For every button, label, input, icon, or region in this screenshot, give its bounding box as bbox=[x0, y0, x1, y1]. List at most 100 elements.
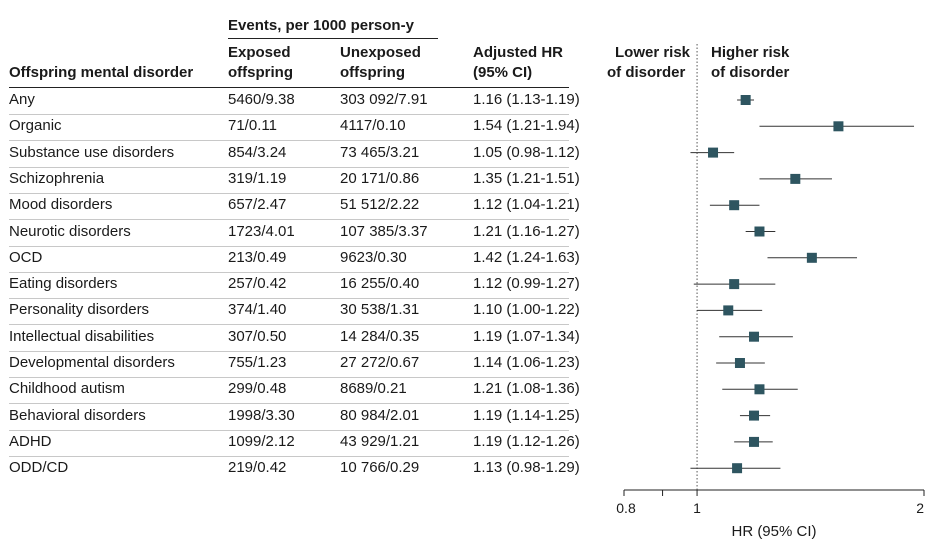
cell-exposed: 299/0.48 bbox=[228, 380, 287, 398]
row-divider bbox=[9, 403, 569, 405]
cell-disorder: Developmental disorders bbox=[9, 354, 175, 371]
row-divider bbox=[9, 166, 569, 168]
cell-disorder: Substance use disorders bbox=[9, 143, 175, 161]
col-header-unexposed-line2: offspring bbox=[340, 64, 405, 81]
cell-unexposed: 16 255/0.40 bbox=[340, 275, 420, 293]
row-divider bbox=[9, 219, 569, 221]
higher-risk-label-line1: Higher risk bbox=[711, 44, 790, 61]
row-divider bbox=[9, 298, 569, 300]
col-header-hr-line2: (95% CI) bbox=[473, 64, 533, 81]
hr-marker bbox=[749, 331, 760, 342]
cell-exposed: 257/0.42 bbox=[228, 275, 287, 293]
cell-unexposed: 9623/0.30 bbox=[340, 248, 407, 266]
cell-adjusted-hr: 1.12 (0.99-1.27) bbox=[473, 275, 580, 293]
cell-adjusted-hr: 1.19 (1.14-1.25) bbox=[473, 406, 580, 424]
row-divider bbox=[9, 429, 569, 431]
cell-adjusted-hr: 1.14 (1.06-1.23) bbox=[473, 354, 580, 371]
row-divider bbox=[9, 245, 569, 247]
x-axis-label: HR (95% CI) bbox=[731, 523, 816, 540]
cell-disorder: OCD bbox=[9, 248, 43, 266]
row-divider bbox=[9, 140, 569, 142]
hr-marker bbox=[754, 384, 765, 395]
cell-exposed: 1099/2.12 bbox=[228, 432, 295, 450]
x-tick-label: 2 bbox=[916, 500, 924, 516]
col-header-disorder: Offspring mental disorder bbox=[9, 64, 194, 81]
x-tick-label: 0.8 bbox=[616, 500, 636, 516]
cell-adjusted-hr: 1.05 (0.98-1.12) bbox=[473, 143, 580, 161]
cell-unexposed: 10 766/0.29 bbox=[340, 459, 420, 477]
cell-unexposed: 73 465/3.21 bbox=[340, 143, 420, 161]
cell-exposed: 219/0.42 bbox=[228, 459, 287, 477]
events-group-label: Events, per 1000 person-y bbox=[228, 17, 414, 34]
cell-disorder: Mood disorders bbox=[9, 196, 113, 214]
lower-risk-label-line2: of disorder bbox=[607, 64, 686, 81]
cell-exposed: 307/0.50 bbox=[228, 327, 287, 345]
hr-marker bbox=[806, 252, 817, 263]
cell-exposed: 71/0.11 bbox=[228, 117, 277, 135]
x-tick-label: 1 bbox=[693, 500, 701, 516]
col-header-exposed-line1: Exposed bbox=[228, 44, 291, 61]
hr-marker bbox=[754, 226, 765, 237]
hr-marker bbox=[723, 305, 734, 316]
hr-marker bbox=[734, 358, 745, 368]
cell-disorder: Schizophrenia bbox=[9, 169, 105, 187]
cell-adjusted-hr: 1.42 (1.24-1.63) bbox=[473, 248, 580, 266]
cell-disorder: Neurotic disorders bbox=[9, 222, 131, 240]
row-divider bbox=[9, 455, 569, 457]
hr-marker bbox=[749, 436, 760, 447]
cell-disorder: Eating disorders bbox=[9, 275, 118, 293]
hr-marker bbox=[729, 279, 740, 290]
col-header-exposed-line2: offspring bbox=[228, 64, 293, 81]
cell-exposed: 1723/4.01 bbox=[228, 222, 295, 240]
cell-exposed: 854/3.24 bbox=[228, 143, 287, 161]
cell-adjusted-hr: 1.19 (1.07-1.34) bbox=[473, 327, 580, 345]
cell-adjusted-hr: 1.35 (1.21-1.51) bbox=[473, 169, 580, 187]
cell-exposed: 657/2.47 bbox=[228, 196, 287, 214]
cell-exposed: 1998/3.30 bbox=[228, 406, 295, 424]
hr-marker bbox=[708, 147, 719, 158]
cell-exposed: 5460/9.38 bbox=[228, 91, 295, 108]
hr-marker bbox=[749, 410, 760, 421]
cell-unexposed: 14 284/0.35 bbox=[340, 327, 420, 345]
hr-marker bbox=[833, 121, 844, 132]
cell-exposed: 213/0.49 bbox=[228, 248, 287, 266]
cell-unexposed: 80 984/2.01 bbox=[340, 406, 420, 424]
cell-unexposed: 20 171/0.86 bbox=[340, 169, 420, 187]
col-header-unexposed-line1: Unexposed bbox=[340, 44, 421, 61]
cell-adjusted-hr: 1.21 (1.16-1.27) bbox=[473, 222, 580, 240]
cell-exposed: 319/1.19 bbox=[228, 169, 287, 187]
cell-unexposed: 30 538/1.31 bbox=[340, 301, 420, 319]
lower-risk-label-line1: Lower risk bbox=[615, 44, 691, 61]
cell-disorder: Personality disorders bbox=[9, 301, 150, 319]
cell-exposed: 374/1.40 bbox=[228, 301, 287, 319]
cell-adjusted-hr: 1.13 (0.98-1.29) bbox=[473, 459, 580, 477]
row-divider bbox=[9, 271, 569, 273]
cell-unexposed: 27 272/0.67 bbox=[340, 354, 420, 371]
row-divider bbox=[9, 377, 569, 378]
cell-unexposed: 303 092/7.91 bbox=[340, 91, 428, 108]
cell-disorder: Behavioral disorders bbox=[9, 406, 146, 424]
cell-disorder: ADHD bbox=[9, 432, 52, 450]
cell-adjusted-hr: 1.54 (1.21-1.94) bbox=[473, 117, 580, 135]
cell-disorder: Any bbox=[9, 91, 35, 108]
cell-disorder: Intellectual disabilities bbox=[9, 327, 155, 345]
events-group-rule bbox=[228, 38, 438, 39]
col-header-hr-line1: Adjusted HR bbox=[473, 44, 563, 61]
cell-adjusted-hr: 1.16 (1.13-1.19) bbox=[473, 91, 580, 108]
row-divider bbox=[9, 192, 569, 194]
header-bottom-rule bbox=[9, 87, 569, 88]
cell-adjusted-hr: 1.10 (1.00-1.22) bbox=[473, 301, 580, 319]
cell-adjusted-hr: 1.21 (1.08-1.36) bbox=[473, 380, 580, 398]
cell-unexposed: 8689/0.21 bbox=[340, 380, 407, 398]
row-divider bbox=[9, 324, 569, 326]
hr-marker bbox=[729, 200, 740, 211]
cell-unexposed: 4117/0.10 bbox=[340, 117, 406, 135]
cell-disorder: Organic bbox=[9, 117, 62, 135]
cell-disorder: ODD/CD bbox=[9, 459, 69, 477]
cell-disorder: Childhood autism bbox=[9, 380, 125, 398]
row-divider bbox=[9, 350, 569, 352]
hr-marker bbox=[732, 463, 743, 474]
cell-unexposed: 43 929/1.21 bbox=[340, 432, 420, 450]
cell-unexposed: 107 385/3.37 bbox=[340, 222, 428, 240]
